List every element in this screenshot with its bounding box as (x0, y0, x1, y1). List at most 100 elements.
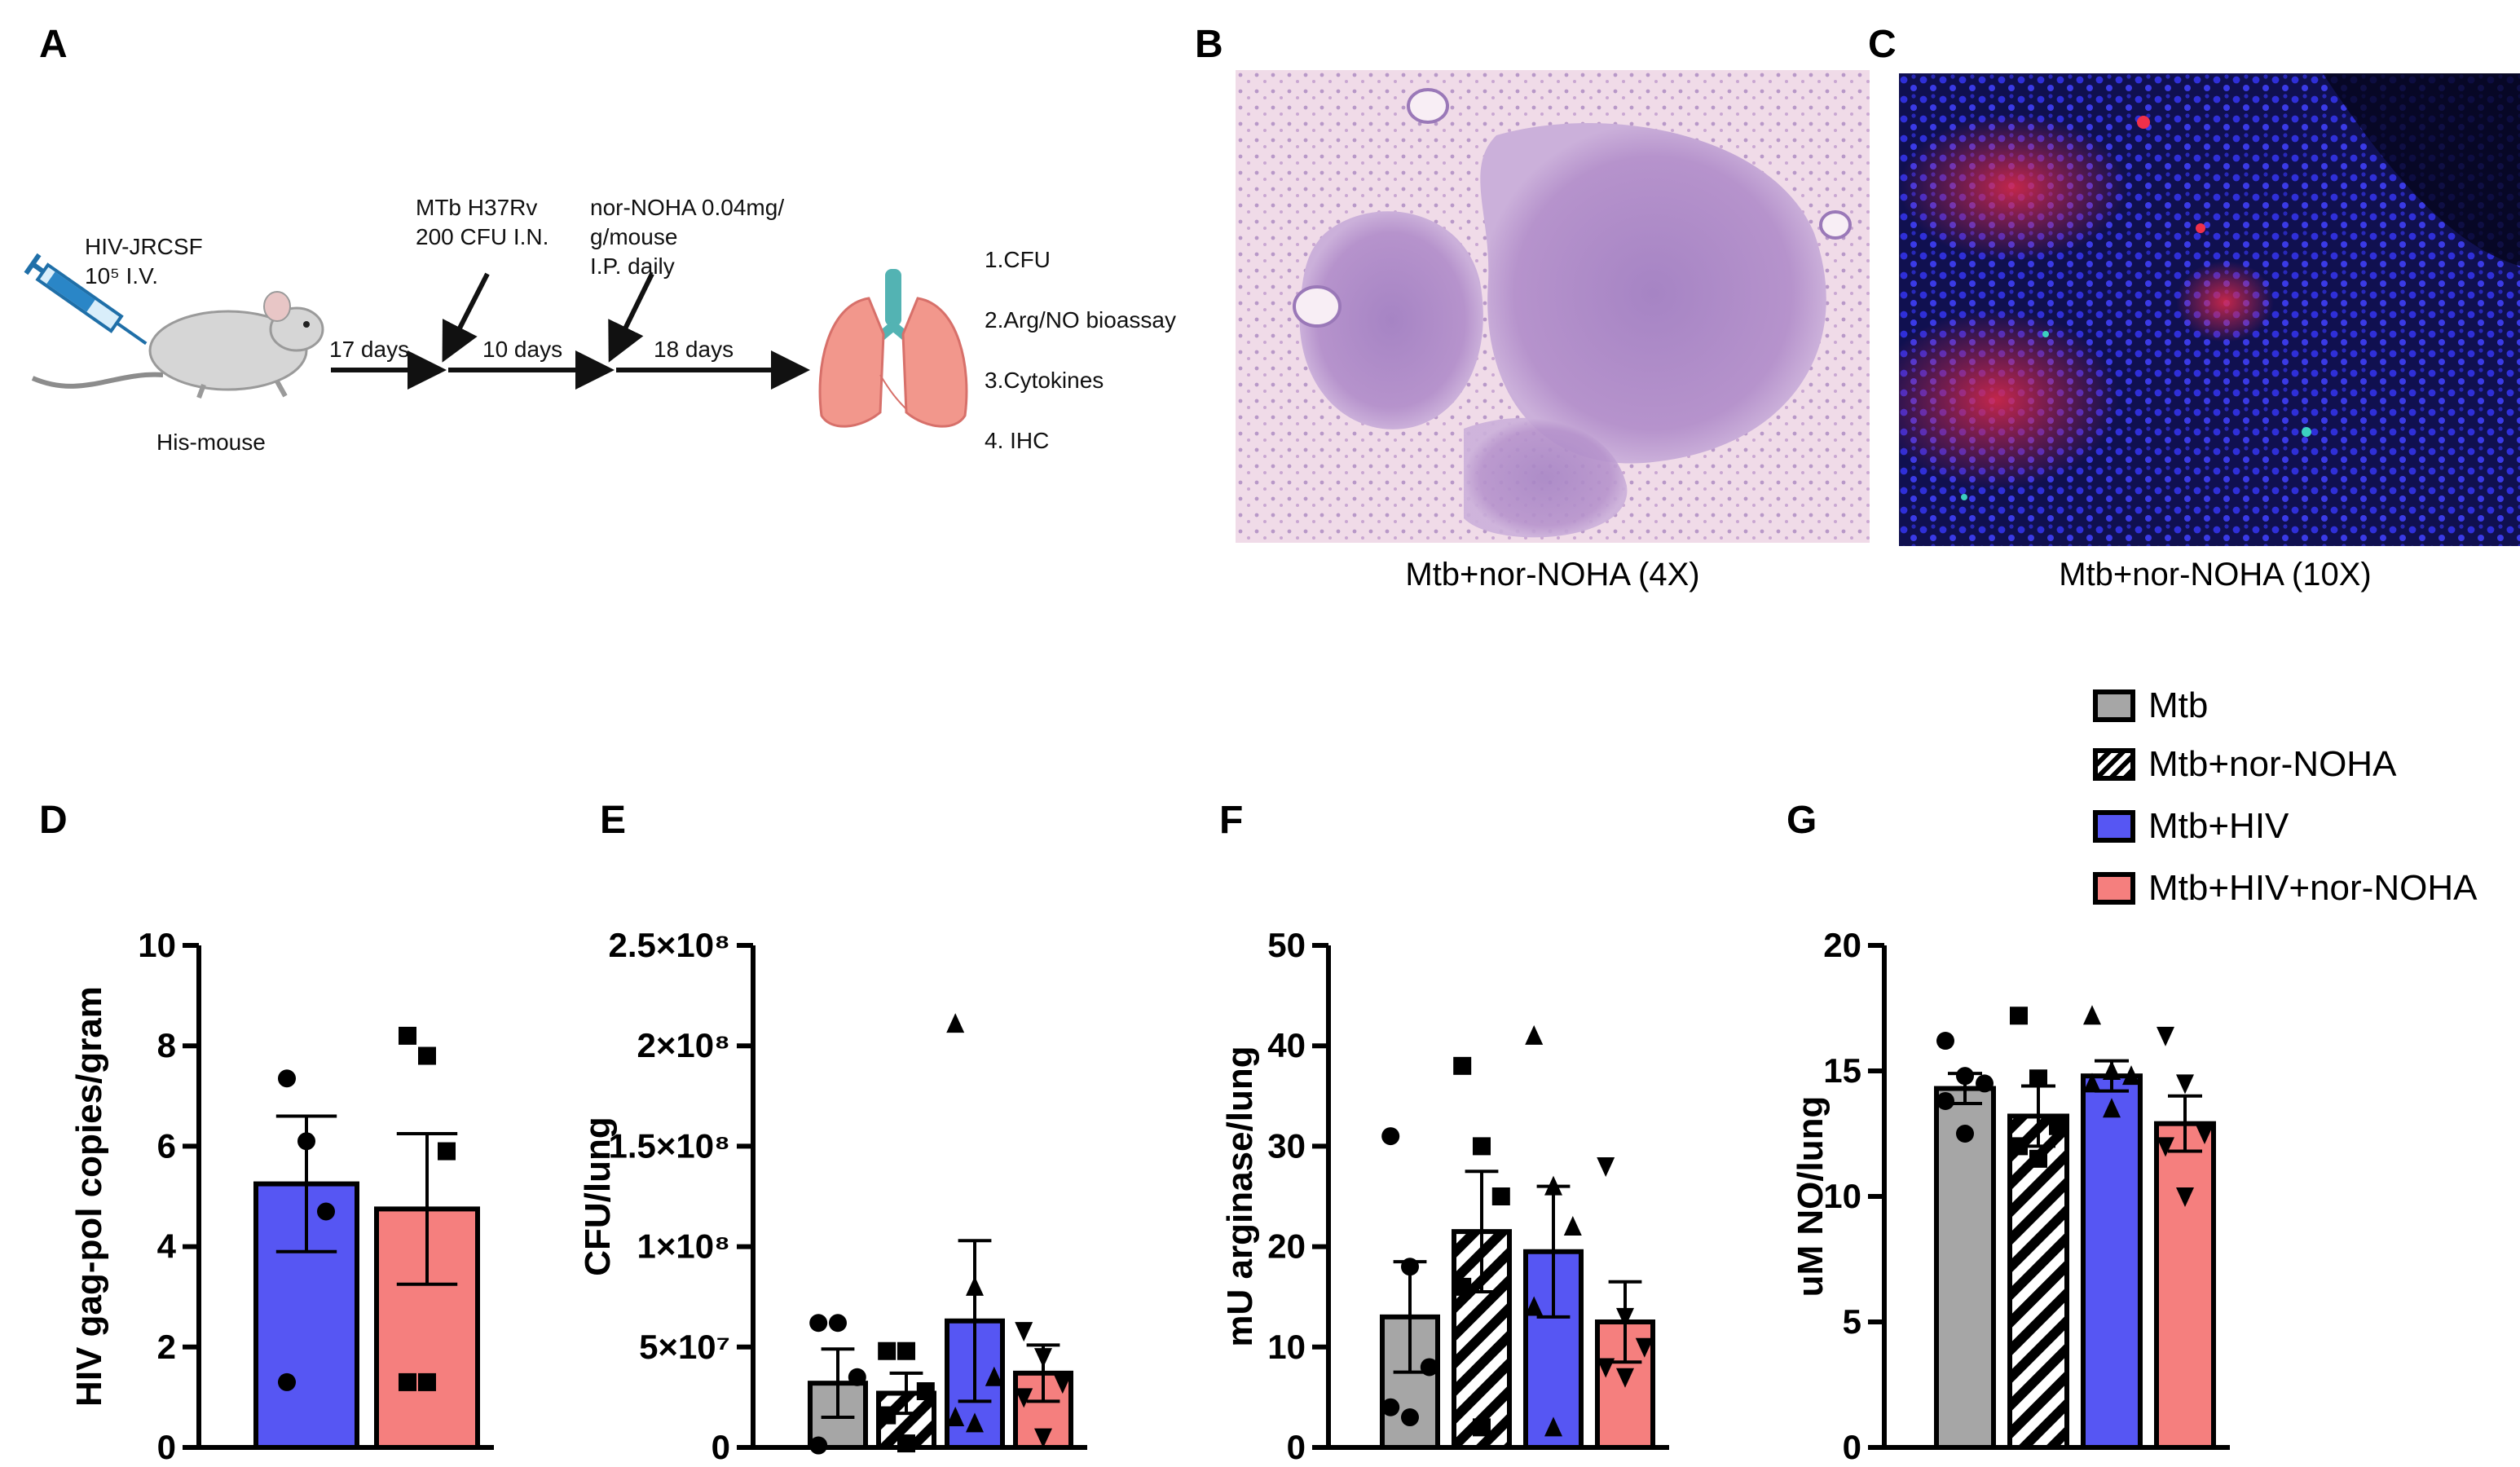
chart-e-tick-label: 1.5×10⁸ (609, 1126, 730, 1165)
chart-d-data-point (399, 1372, 416, 1391)
chart-e-data-point (1053, 1374, 1072, 1394)
chart-g-tick-label: 20 (1823, 926, 1861, 964)
chart-e-data-point (916, 1382, 935, 1401)
readout-cfu: 1.CFU (985, 246, 1051, 272)
chart-f-data-point (1401, 1258, 1419, 1276)
panel-label-a: A (39, 23, 68, 67)
mtb-infection-line-1: MTb H37Rv (416, 194, 538, 220)
chart-f-data-point (1420, 1358, 1438, 1377)
syringe-icon (24, 253, 148, 346)
chart-d-tick-label: 0 (157, 1428, 176, 1466)
chart-g-data-point (2103, 1060, 2121, 1080)
legend-item-mtb-hiv: Mtb+HIV (2093, 805, 2289, 848)
legend-item-mtb-hiv-nornoha: Mtb+HIV+nor-NOHA (2093, 867, 2477, 910)
chart-e-tick-label: 2×10⁸ (637, 1026, 730, 1064)
interval-18-days: 18 days (654, 336, 734, 362)
lungs-icon (818, 269, 968, 428)
drug-pointer-arrow (608, 272, 654, 363)
panel-label-d: D (39, 799, 68, 843)
chart-d-data-point (317, 1202, 335, 1221)
fluorescence-caption: Mtb+nor-NOHA (10X) (2059, 557, 2372, 593)
legend-label-mtb-hiv-nornoha: Mtb+HIV+nor-NOHA (2148, 867, 2478, 908)
chart-d-hiv-copies: 0 2 4 6 8 10 HIV gag-pol copies/gram (69, 926, 494, 1466)
chart-g-data-point (2157, 1137, 2174, 1157)
chart-d-tick-label: 4 (157, 1227, 177, 1266)
chart-g-data-point (1956, 1125, 1974, 1143)
chart-e-tick-label: 5×10⁷ (639, 1328, 730, 1366)
chart-g-no: 0 5 10 15 20 uM NO/lung (1791, 926, 2230, 1466)
legend-swatch-mtb (2093, 689, 2135, 722)
chart-g-data-point (2010, 1137, 2028, 1156)
chart-f-data-point (1473, 1418, 1491, 1437)
chart-f-data-point (1544, 1175, 1562, 1196)
chart-g-data-point (2083, 1073, 2101, 1093)
chart-g-tick-label: 15 (1823, 1051, 1861, 1090)
chart-g-tick-label: 0 (1843, 1428, 1861, 1466)
chart-f-data-point (1525, 1296, 1544, 1316)
he-stain-image (1236, 70, 1870, 543)
chart-g-data-point (1976, 1074, 1994, 1093)
panel-label-c: C (1868, 23, 1897, 67)
chart-e-data-point (1015, 1322, 1033, 1342)
injection-line-2: 10⁵ I.V. (85, 262, 158, 289)
chart-e-data-point (897, 1434, 915, 1453)
chart-d-bar (253, 1181, 359, 1450)
mouse-label: His-mouse (156, 429, 266, 455)
panel-label-b: B (1195, 23, 1223, 67)
readout-ihc: 4. IHC (985, 427, 1050, 453)
chart-e-data-point (985, 1366, 1003, 1386)
chart-g-bar (2007, 1113, 2069, 1450)
chart-e-tick-label: 1×10⁸ (637, 1227, 730, 1266)
chart-e-data-point (1034, 1348, 1052, 1368)
chart-f-data-point (1453, 1056, 1472, 1075)
chart-e-data-point (878, 1406, 897, 1425)
chart-g-data-point (2103, 1098, 2121, 1118)
chart-f-data-point (1453, 1277, 1472, 1296)
chart-g-data-point (2196, 1125, 2214, 1144)
chart-g-data-point (2010, 1007, 2028, 1025)
legend-swatch-mtb-hiv (2093, 810, 2135, 843)
legend-label-mtb-nornoha: Mtb+nor-NOHA (2148, 743, 2397, 784)
chart-f-data-point (1597, 1157, 1615, 1178)
panel-label-e: E (600, 799, 627, 843)
chart-g-data-point (2029, 1149, 2047, 1168)
chart-e-ylabel: CFU/lung (578, 1117, 618, 1276)
chart-f-data-point (1635, 1337, 1654, 1358)
chart-f-tick-label: 30 (1267, 1126, 1306, 1165)
fluorescence-image (1899, 73, 2520, 546)
chart-g-data-point (2157, 1026, 2174, 1046)
chart-e-tick-label: 0 (712, 1428, 730, 1466)
readout-arg-no: 2.Arg/NO bioassay (985, 306, 1176, 333)
legend-label-mtb-hiv: Mtb+HIV (2148, 805, 2289, 846)
chart-d-data-point (278, 1069, 296, 1088)
chart-g-data-point (2122, 1065, 2140, 1086)
injection-line-1: HIV-JRCSF (85, 233, 203, 259)
chart-d-data-point (418, 1046, 436, 1065)
chart-f-data-point (1381, 1127, 1400, 1146)
chart-f-data-point (1525, 1024, 1544, 1045)
panel-label-f: F (1219, 799, 1244, 843)
chart-d-data-point (297, 1132, 315, 1151)
chart-f-data-point (1597, 1358, 1615, 1378)
legend-item-mtb: Mtb (2093, 685, 2208, 727)
mouse-icon (31, 291, 324, 399)
mtb-pointer-arrow (442, 272, 490, 363)
chart-f-tick-label: 0 (1287, 1428, 1306, 1466)
chart-e-data-point (897, 1341, 915, 1360)
chart-f-data-point (1381, 1398, 1400, 1416)
syringe-and-mouse-illustration (24, 253, 324, 399)
chart-g-tick-label: 5 (1843, 1302, 1861, 1341)
chart-e-data-point (946, 1407, 965, 1427)
chart-f-data-point (1616, 1307, 1634, 1328)
chart-g-data-point (2176, 1187, 2194, 1207)
chart-d-tick-label: 2 (157, 1328, 176, 1366)
mtb-infection-line-2: 200 CFU I.N. (416, 223, 549, 249)
chart-g-data-point (1936, 1032, 1954, 1051)
interval-10-days: 10 days (482, 336, 563, 362)
chart-d-ylabel: HIV gag-pol copies/gram (69, 986, 109, 1407)
chart-e-data-point (829, 1314, 847, 1333)
chart-g-data-point (2083, 1005, 2101, 1025)
chart-g-bar (2154, 1121, 2216, 1450)
chart-e-data-point (809, 1436, 828, 1455)
chart-f-data-point (1563, 1215, 1582, 1236)
